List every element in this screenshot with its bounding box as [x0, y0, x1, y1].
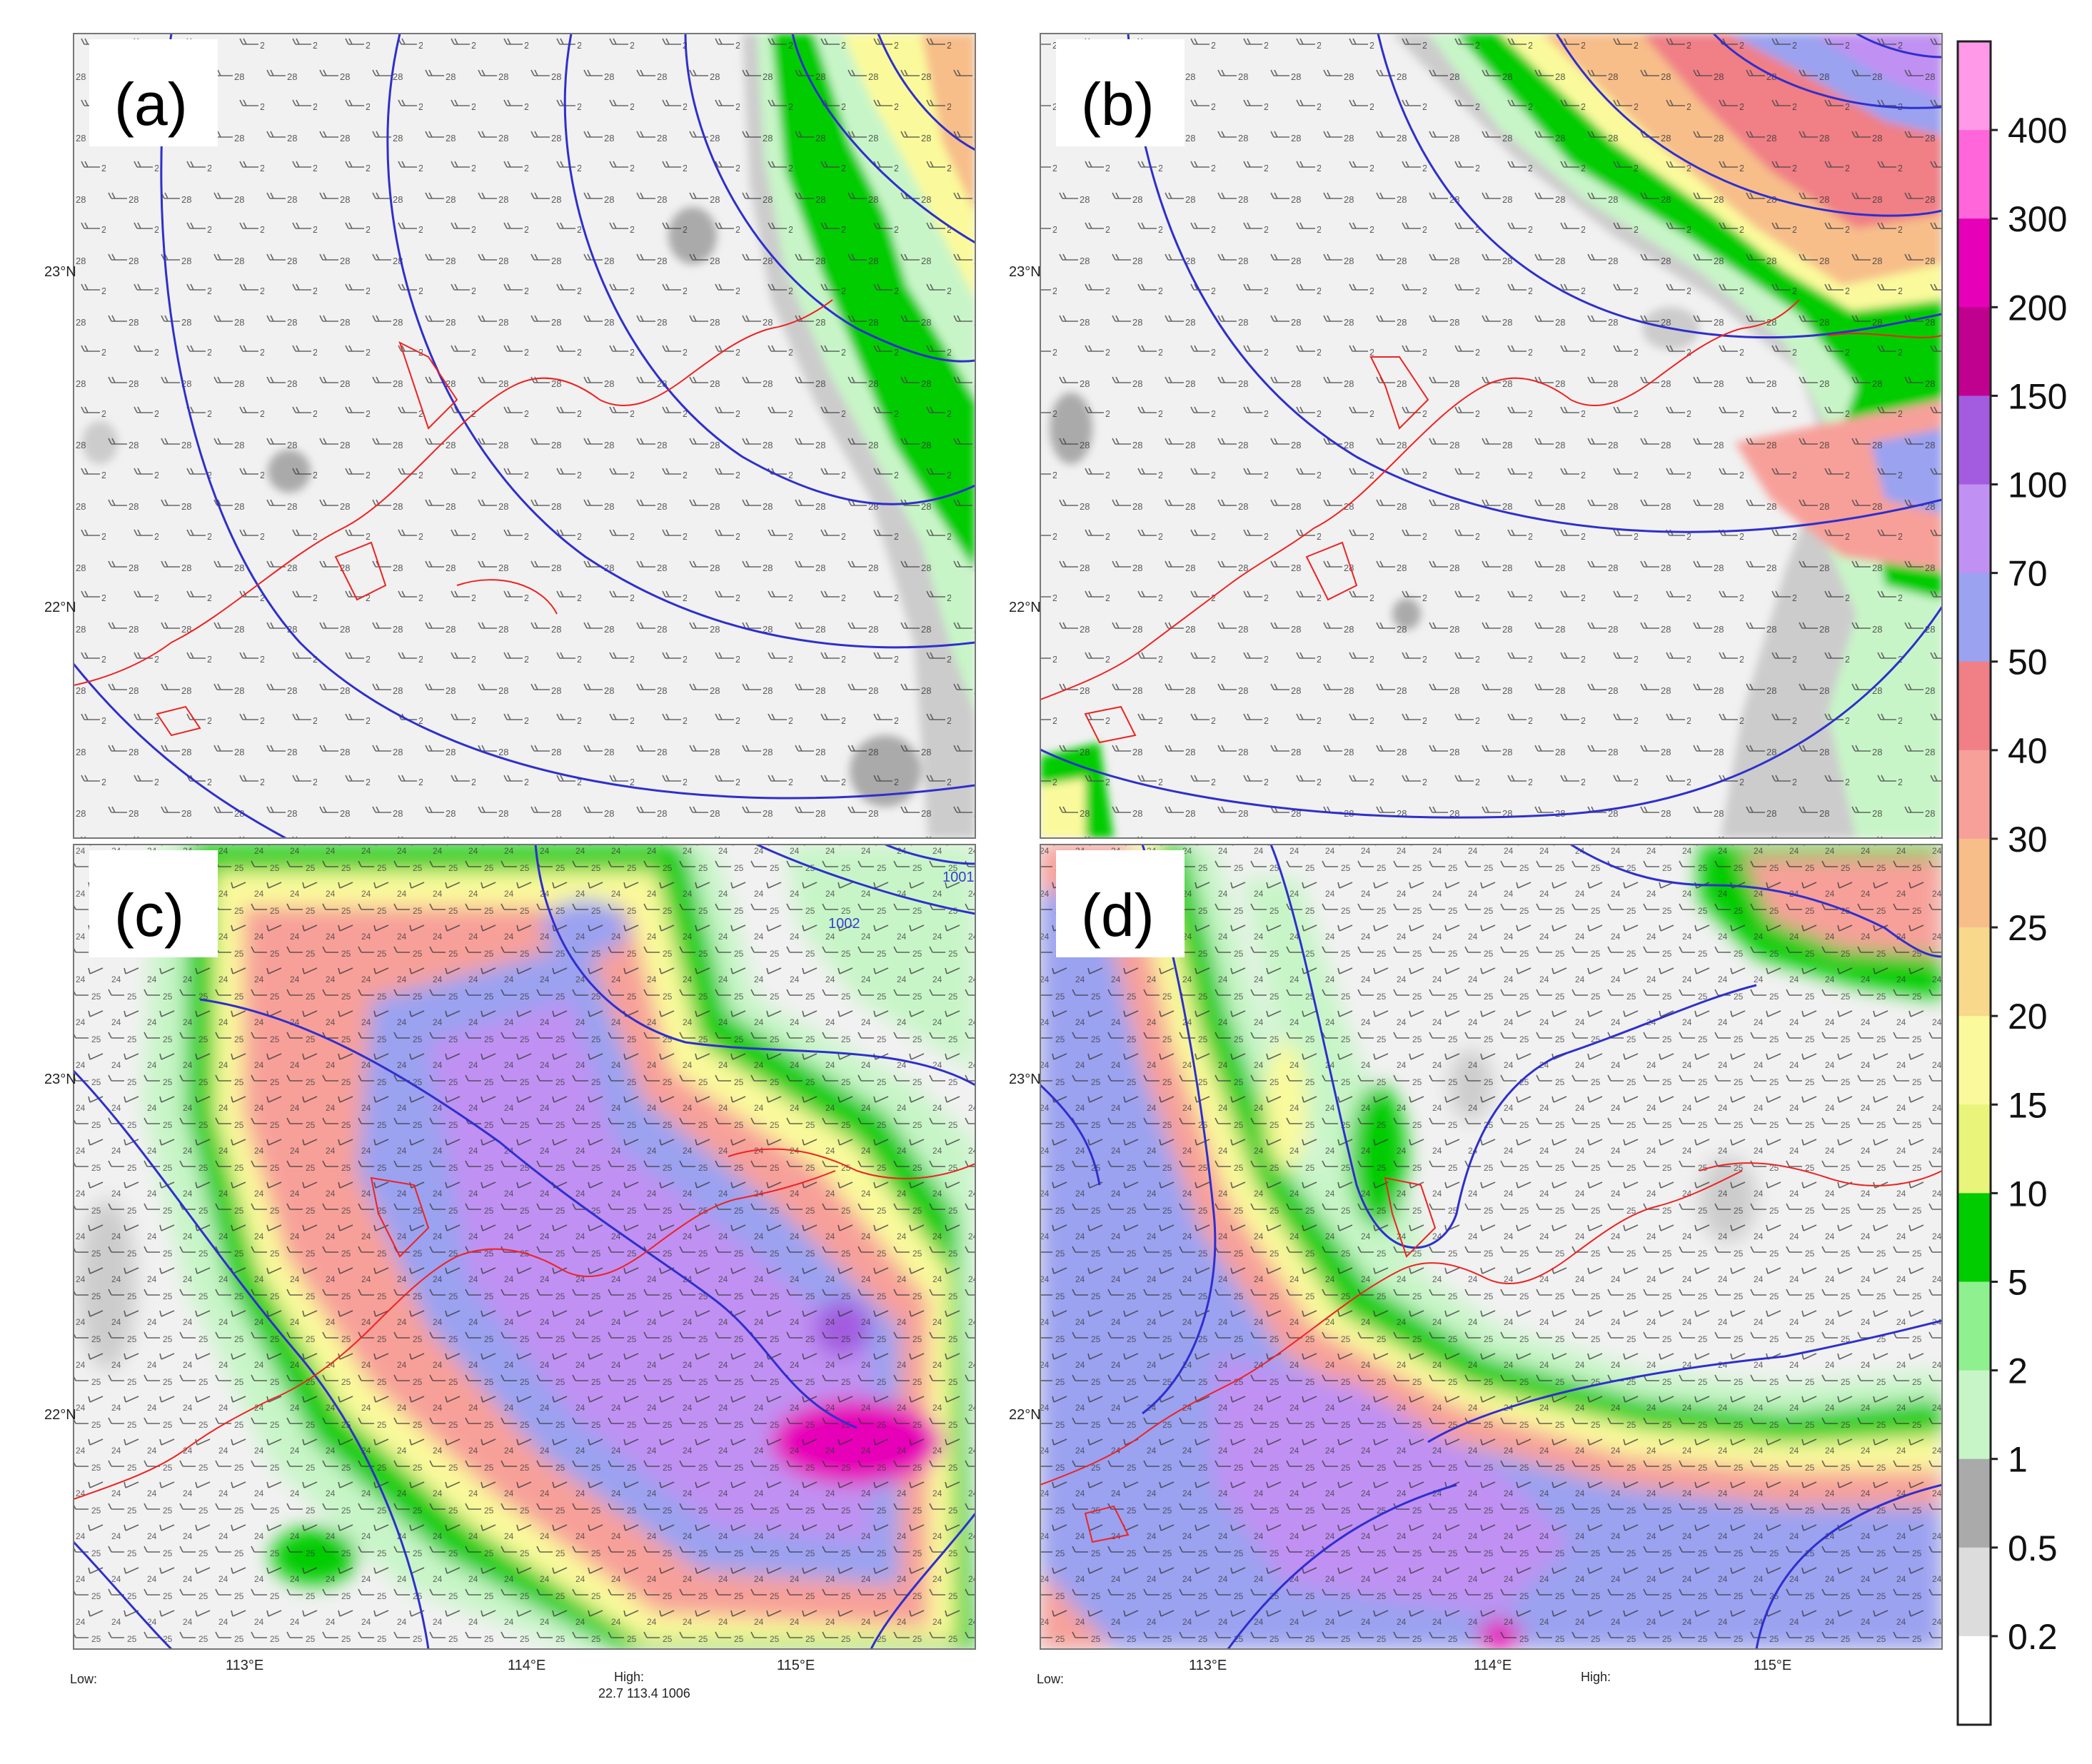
label-box-c — [89, 850, 218, 957]
colorbar-swatch — [1958, 1458, 1991, 1548]
colorbar-swatch — [1958, 1104, 1991, 1194]
lat-label-23-a: 23°N — [44, 264, 76, 280]
colorbar-label: 100 — [2008, 465, 2067, 505]
colorbar-label: 40 — [2008, 731, 2048, 771]
lat-label-23-d: 23°N — [1009, 1072, 1041, 1087]
lat-label-23-b: 23°N — [1009, 264, 1041, 280]
colorbar-swatch — [1958, 1370, 1991, 1460]
colorbar-swatch — [1958, 41, 1991, 131]
map-frame-d — [1040, 844, 1943, 1650]
map-frame-b — [1040, 33, 1943, 839]
isobar-label-1002: 1002 — [828, 916, 860, 932]
panel-label-b: (b) — [1081, 71, 1155, 138]
colorbar-label: 20 — [2008, 997, 2048, 1037]
wind-barbs-c — [74, 845, 975, 1649]
lon-label-114-c: 114°E — [508, 1658, 545, 1673]
colorbar-swatch — [1958, 130, 1991, 219]
wind-barbs-a — [74, 34, 975, 838]
panel-label-d: (d) — [1081, 882, 1155, 949]
colorbar-label: 5 — [2008, 1262, 2028, 1302]
panel-b: (b) 23°N 22°N — [1009, 33, 1943, 839]
footer-low-c: Low: — [70, 1672, 97, 1686]
lon-label-115-d: 115°E — [1754, 1658, 1791, 1673]
colorbar-swatch — [1958, 307, 1991, 396]
label-box-b — [1056, 39, 1185, 146]
isobars-b — [1040, 34, 1942, 819]
panel-label-a: (a) — [114, 71, 188, 138]
colorbar-swatch — [1958, 1636, 1991, 1725]
isobars-d — [1040, 845, 1942, 1649]
colorbar-swatch — [1958, 750, 1991, 840]
label-box-a — [89, 39, 218, 146]
colorbar-label: 10 — [2008, 1174, 2048, 1214]
panel-label-c: (c) — [114, 882, 184, 949]
colorbar-swatch — [1958, 1193, 1991, 1282]
colorbar-label: 2 — [2008, 1351, 2028, 1391]
lon-label-113-c: 113°E — [226, 1658, 263, 1673]
isobar-label-1001: 1001 — [942, 870, 975, 885]
footer-low-d: Low: — [1037, 1672, 1064, 1686]
colorbar-swatch — [1958, 1016, 1991, 1105]
lat-label-22-c: 22°N — [44, 1407, 76, 1423]
colorbar-swatch — [1958, 395, 1991, 485]
colorbar-swatch — [1958, 661, 1991, 751]
colorbar-swatch — [1958, 573, 1991, 662]
colorbar-swatch — [1958, 484, 1991, 574]
colorbar-label: 70 — [2008, 554, 2048, 594]
colorbar-swatch — [1958, 218, 1991, 308]
colorbar-frame — [1956, 40, 1992, 1726]
lat-label-23-c: 23°N — [44, 1072, 76, 1087]
isobars-a — [74, 34, 975, 838]
footer-high-d: High: — [1581, 1670, 1611, 1684]
coastline-a — [74, 299, 833, 737]
coastline-b — [1040, 299, 1942, 744]
colorbar-label: 30 — [2008, 820, 2048, 860]
colorbar-labels: 400 300 200 150 100 70 50 40 30 25 20 15 10 5 2 1 0.5 0.2 — [2008, 111, 2067, 1657]
colorbar-label: 15 — [2008, 1085, 2048, 1125]
coastline-d — [1040, 1162, 1942, 1543]
colorbar-ticks — [1991, 128, 1998, 1638]
colorbar-label: 0.2 — [2008, 1617, 2058, 1657]
panel-a: (a) 23°N 22°N — [44, 33, 976, 839]
colorbar-label: 50 — [2008, 642, 2048, 682]
colorbar-label: 150 — [2008, 376, 2067, 416]
colorbar-swatch — [1958, 927, 1991, 1017]
coastline-c — [74, 1148, 975, 1500]
panel-c: 1001 1002 (c) 23°N 22°N 113°E 114°E 115°… — [44, 844, 976, 1700]
colorbar: 400 300 200 150 100 70 50 40 30 25 20 15 10 5 2 1 0.5 0.2 — [1956, 40, 2067, 1726]
colorbar-swatch — [1958, 838, 1991, 928]
map-frame-a — [73, 33, 976, 839]
colorbar-label: 200 — [2008, 288, 2067, 328]
lon-label-115-c: 115°E — [777, 1658, 815, 1673]
wind-barbs-d — [1040, 845, 1942, 1649]
colorbar-swatch — [1958, 1547, 1991, 1637]
colorbar-swatches — [1958, 41, 1991, 1725]
lat-label-22-a: 22°N — [44, 600, 76, 615]
footer-high-value-c: 22.7 113.4 1006 — [598, 1686, 690, 1700]
lon-label-114-d: 114°E — [1474, 1658, 1512, 1673]
label-box-d — [1056, 850, 1185, 957]
panel-d: (d) 23°N 22°N 113°E 114°E 115°E Low: Hig… — [1009, 844, 1943, 1686]
lat-label-22-b: 22°N — [1009, 600, 1041, 615]
lon-label-113-d: 113°E — [1189, 1658, 1227, 1673]
colorbar-label: 25 — [2008, 908, 2048, 948]
isobars-c — [74, 845, 975, 1649]
colorbar-label: 0.5 — [2008, 1528, 2058, 1568]
colorbar-label: 300 — [2008, 199, 2067, 239]
map-frame-c — [73, 844, 976, 1650]
wind-barbs-b — [1040, 34, 1942, 838]
colorbar-swatch — [1958, 1281, 1991, 1371]
lat-label-22-d: 22°N — [1009, 1407, 1041, 1423]
footer-high-c: High: — [614, 1670, 644, 1684]
colorbar-label: 400 — [2008, 111, 2067, 151]
colorbar-label: 1 — [2008, 1440, 2028, 1480]
